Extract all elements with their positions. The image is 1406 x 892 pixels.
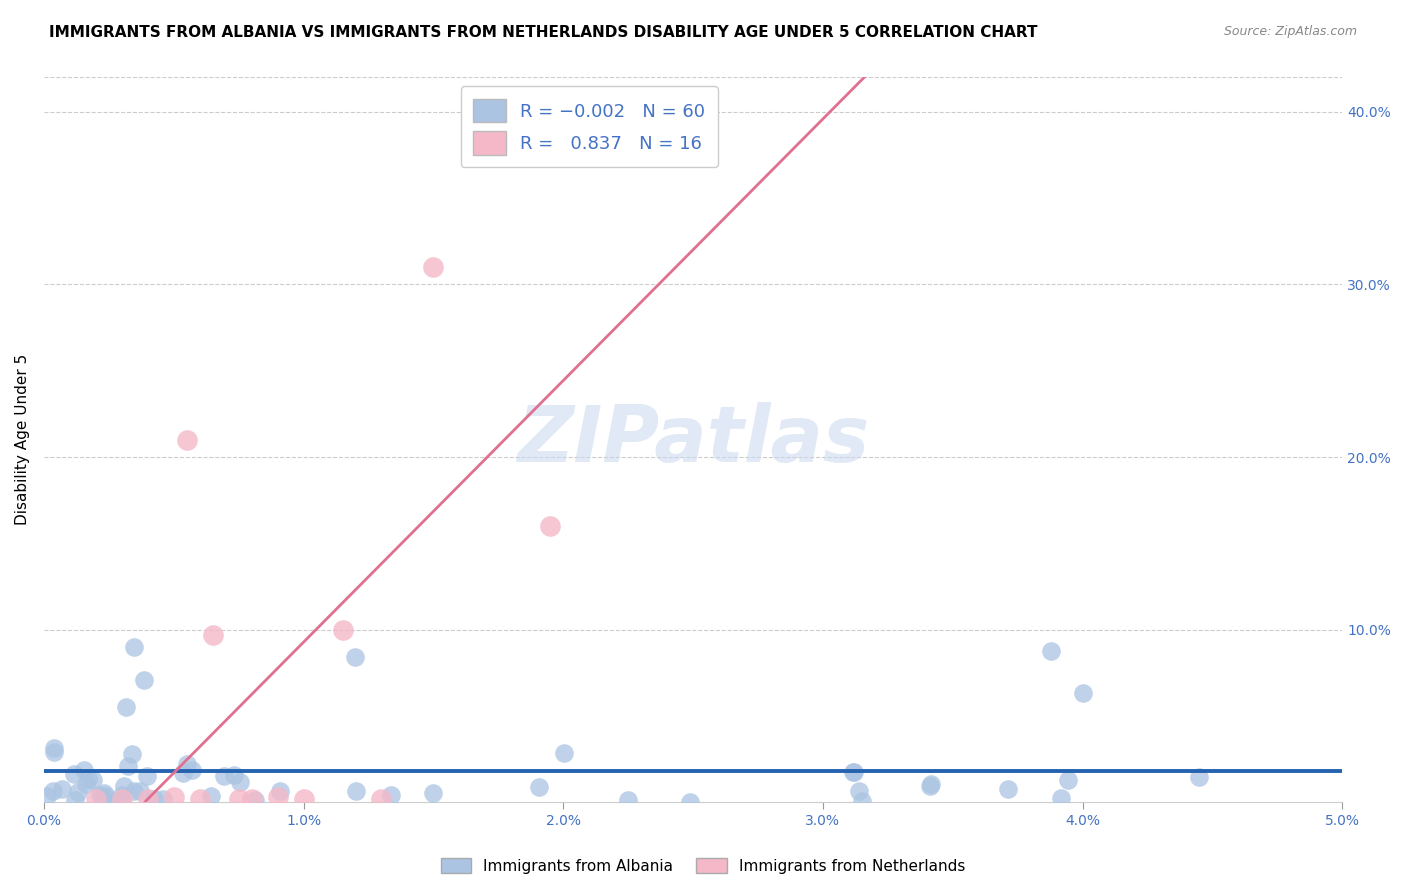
Point	[51, 782, 73, 797]
Point	[269, 784, 291, 798]
Point	[143, 792, 166, 806]
Point	[918, 779, 941, 793]
Point	[1049, 790, 1071, 805]
Point	[1071, 686, 1094, 700]
Point	[553, 746, 575, 760]
Point	[422, 260, 444, 275]
Point	[201, 628, 224, 642]
Point	[1056, 772, 1078, 787]
Point	[188, 791, 211, 805]
Point	[176, 433, 198, 447]
Point	[380, 789, 402, 803]
Point	[617, 793, 640, 807]
Point	[111, 794, 134, 808]
Point	[1188, 771, 1211, 785]
Point	[152, 792, 174, 806]
Point	[89, 788, 111, 802]
Point	[1040, 644, 1063, 658]
Point	[122, 784, 145, 798]
Point	[370, 791, 392, 805]
Text: ZIPatlas: ZIPatlas	[517, 401, 869, 478]
Point	[529, 780, 551, 794]
Point	[75, 776, 97, 790]
Point	[117, 759, 139, 773]
Point	[920, 776, 942, 790]
Point	[129, 784, 152, 798]
Point	[107, 794, 129, 808]
Point	[422, 786, 444, 800]
Point	[37, 789, 59, 803]
Point	[176, 757, 198, 772]
Point	[93, 794, 115, 808]
Point	[91, 789, 114, 804]
Legend: Immigrants from Albania, Immigrants from Netherlands: Immigrants from Albania, Immigrants from…	[434, 852, 972, 880]
Point	[136, 769, 159, 783]
Point	[114, 699, 136, 714]
Point	[997, 781, 1019, 796]
Text: Source: ZipAtlas.com: Source: ZipAtlas.com	[1223, 25, 1357, 38]
Point	[163, 789, 186, 804]
Point	[229, 775, 252, 789]
Point	[136, 791, 159, 805]
Point	[44, 741, 66, 756]
Point	[77, 772, 100, 786]
Point	[266, 789, 288, 804]
Point	[63, 792, 86, 806]
Point	[84, 791, 107, 805]
Point	[332, 623, 354, 637]
Point	[200, 789, 222, 803]
Point	[842, 765, 865, 780]
Point	[111, 788, 134, 802]
Point	[578, 139, 600, 153]
Point	[42, 745, 65, 759]
Point	[62, 767, 84, 781]
Point	[212, 769, 235, 783]
Point	[82, 773, 104, 788]
Point	[93, 785, 115, 799]
Point	[538, 519, 561, 533]
Point	[222, 767, 245, 781]
Point	[292, 791, 315, 805]
Point	[134, 673, 156, 687]
Point	[240, 791, 263, 805]
Point	[842, 764, 865, 779]
Point	[679, 795, 702, 809]
Point	[180, 764, 202, 778]
Point	[172, 766, 194, 780]
Point	[344, 650, 367, 665]
Point	[122, 640, 145, 655]
Point	[112, 780, 135, 794]
Point	[344, 783, 367, 797]
Point	[96, 789, 118, 803]
Point	[42, 784, 65, 798]
Point	[851, 794, 873, 808]
Point	[245, 793, 267, 807]
Point	[848, 784, 870, 798]
Point	[228, 791, 250, 805]
Point	[121, 747, 143, 761]
Y-axis label: Disability Age Under 5: Disability Age Under 5	[15, 354, 30, 525]
Text: IMMIGRANTS FROM ALBANIA VS IMMIGRANTS FROM NETHERLANDS DISABILITY AGE UNDER 5 CO: IMMIGRANTS FROM ALBANIA VS IMMIGRANTS FR…	[49, 25, 1038, 40]
Point	[111, 791, 134, 805]
Point	[73, 763, 96, 777]
Point	[66, 785, 89, 799]
Legend: R = −0.002   N = 60, R =   0.837   N = 16: R = −0.002 N = 60, R = 0.837 N = 16	[461, 87, 718, 167]
